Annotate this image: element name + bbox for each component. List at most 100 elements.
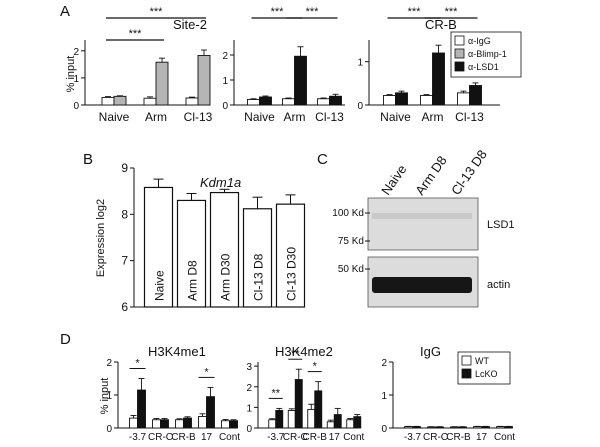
x-tick-label: Cont	[343, 432, 364, 443]
legend-label: LcKO	[475, 369, 498, 379]
blot-label-lsd1: LSD1	[487, 219, 515, 231]
significance-stars: ***	[271, 6, 285, 18]
y-tick-label: 1	[381, 391, 387, 402]
significance-stars: *	[204, 366, 209, 378]
bar	[183, 417, 192, 429]
bar	[457, 92, 470, 106]
bar	[450, 426, 459, 429]
significance-stars: ***	[150, 6, 164, 18]
bar	[333, 414, 342, 429]
bar	[101, 96, 115, 106]
x-tick-label: 17	[329, 432, 341, 443]
significance-stars: ***	[129, 28, 143, 40]
x-tick-label: CR-B	[446, 432, 471, 443]
bar	[113, 95, 127, 106]
x-tick-label: 17	[476, 432, 488, 443]
legend: α-IgG α-Blimp-1 α-LSD1	[450, 31, 522, 78]
bar	[294, 379, 303, 429]
legend-swatch	[454, 48, 465, 59]
y-axis-label: % input	[65, 56, 77, 93]
panel-label-b: B	[83, 151, 93, 168]
chart-title: IgG	[420, 344, 441, 359]
bar	[469, 85, 482, 106]
chart-site2-lsd1: 0 1 2 Naive Arm Cl-13 *** ***	[222, 6, 345, 124]
marker-100kd: 100 Kd	[332, 208, 364, 219]
x-tick-label: Cl-13	[315, 110, 344, 124]
bar	[307, 408, 316, 429]
bar-category-label: Cl-13 D30	[285, 247, 299, 301]
x-tick-label: -3.7	[267, 432, 285, 443]
x-tick-label: Arm	[284, 110, 306, 124]
bar-category-label: Cl-13 D8	[252, 253, 266, 301]
y-axis-label: % input	[99, 378, 111, 415]
bar	[229, 420, 238, 429]
x-tick-label: CR-C	[423, 432, 448, 443]
y-tick-label: 8	[121, 207, 128, 221]
bar	[412, 426, 421, 429]
significance-stars: **	[271, 387, 280, 399]
y-tick-label: 1	[222, 76, 228, 87]
chart-title: Site-2	[173, 17, 207, 32]
bar-category-label: Naive	[153, 270, 167, 301]
bar	[206, 396, 215, 429]
legend: WT LcKO	[457, 351, 511, 385]
chart-site2-blimp1: Site-2 % input 0 1 2 Naive Arm Cl-13 *** ***	[65, 6, 213, 124]
bar	[353, 416, 362, 429]
x-tick-label: Naive	[244, 110, 275, 124]
legend-label: α-Blimp-1	[468, 49, 507, 59]
legend-swatch	[461, 368, 472, 379]
x-tick-label: Cl-13	[455, 110, 484, 124]
bar	[221, 420, 230, 429]
bar	[427, 426, 436, 429]
bar	[282, 98, 295, 106]
panel-label-d: D	[60, 331, 71, 348]
bar	[175, 419, 184, 429]
significance-stars: ***	[445, 6, 459, 18]
panel-label-a: A	[60, 3, 70, 20]
significance-stars: ***	[408, 6, 422, 18]
bar	[395, 92, 408, 106]
y-tick-label: 9	[121, 161, 128, 175]
bar	[326, 421, 335, 429]
bar	[176, 199, 207, 308]
chart-kdm1a-expression: Kdm1a Expression log2 6 7 8 9 Naive Arm D8 Arm D…	[95, 161, 306, 314]
chart-title: CR-B	[425, 17, 457, 32]
significance-stars: **	[291, 348, 300, 360]
x-tick-label: Arm	[422, 110, 444, 124]
legend-label: WT	[475, 356, 489, 366]
bar-category-label: Arm D30	[219, 253, 233, 301]
y-tick-label: 0	[357, 101, 363, 112]
x-tick-label: -3.7	[404, 432, 422, 443]
y-axis-label: Expression log2	[95, 199, 107, 277]
y-tick-label: 1	[246, 403, 252, 414]
bar	[458, 426, 467, 429]
y-tick-label: 2	[246, 383, 252, 394]
y-tick-label: 0	[222, 101, 228, 112]
legend-swatch	[454, 61, 465, 72]
bar	[129, 417, 138, 429]
bar	[198, 416, 207, 429]
bar	[143, 97, 157, 106]
bar	[329, 95, 342, 106]
bar	[268, 419, 277, 429]
bar	[496, 426, 505, 429]
y-tick-label: 0	[381, 424, 387, 435]
bar	[473, 426, 482, 429]
bar	[152, 419, 161, 429]
x-tick-label: Cl-13	[184, 110, 213, 124]
chart-title: Kdm1a	[200, 175, 241, 190]
legend-swatch	[461, 355, 472, 366]
x-tick-label: -3.7	[129, 432, 147, 443]
bar	[247, 99, 260, 106]
blot-lane-label: Naive	[378, 162, 409, 198]
blot-label-actin: actin	[487, 279, 510, 291]
x-tick-label: CR-C	[283, 432, 308, 443]
bar	[209, 191, 240, 308]
bar	[346, 419, 355, 429]
blot-lane-label: Arm D8	[412, 153, 450, 198]
bar	[481, 426, 490, 429]
x-tick-label: 17	[201, 432, 213, 443]
significance-stars: ***	[306, 6, 320, 18]
